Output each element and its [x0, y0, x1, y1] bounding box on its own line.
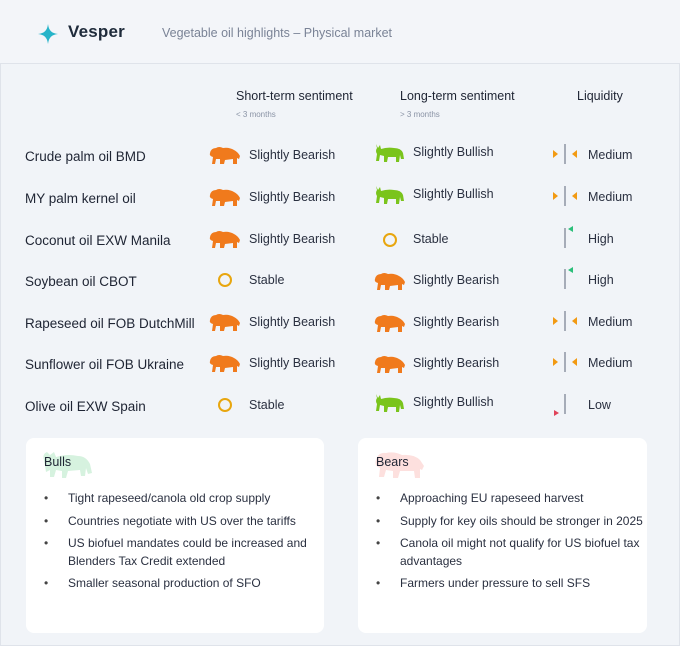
commodity-name: Soybean oil CBOT — [25, 274, 137, 289]
list-item: Smaller seasonal production of SFO — [44, 575, 314, 593]
page-subtitle: Vegetable oil highlights – Physical mark… — [162, 26, 392, 40]
long-stable-icon — [383, 233, 397, 247]
liquidity-value: Medium — [588, 190, 633, 204]
list-item: Supply for key oils should be stronger i… — [376, 513, 646, 531]
short-bear-icon — [209, 352, 241, 374]
table-row[interactable]: Coconut oil EXW Manila Slightly Bearish St… — [0, 217, 680, 259]
bull-badge-icon — [43, 452, 92, 478]
table-row[interactable]: Rapeseed oil FOB DutchMill Slightly Beari… — [0, 300, 680, 342]
list-item: Tight rapeseed/canola old crop supply — [44, 490, 314, 508]
list-item: Countries negotiate with US over the tar… — [44, 513, 314, 531]
liquidity-value: Medium — [588, 148, 633, 162]
long-bear-icon — [374, 270, 406, 292]
short-stable-icon — [218, 398, 232, 412]
long-bull-icon — [374, 392, 406, 414]
header: Vesper Vegetable oil highlights – Physic… — [0, 0, 680, 64]
bears-title: Bears — [376, 455, 409, 469]
liquidity-value: High — [588, 273, 614, 287]
commodity-name: Olive oil EXW Spain — [25, 399, 146, 414]
long-bear-icon — [374, 312, 406, 334]
liquidity-indicator-icon — [549, 226, 581, 250]
liquidity-indicator-icon — [549, 184, 581, 208]
list-item: Canola oil might not qualify for US biof… — [376, 535, 646, 570]
list-item: Approaching EU rapeseed harvest — [376, 490, 646, 508]
commodity-name: Sunflower oil FOB Ukraine — [25, 357, 185, 372]
table-row[interactable]: Sunflower oil FOB Ukraine Slightly Bearis… — [0, 341, 680, 383]
table-row[interactable]: Crude palm oil BMD Slightly Bearish Slight… — [0, 133, 680, 175]
long-term-value: Slightly Bullish — [413, 395, 494, 409]
long-term-value: Slightly Bullish — [413, 145, 494, 159]
table-row[interactable]: MY palm kernel oil Slightly Bearish Slight… — [0, 175, 680, 217]
bears-list: Approaching EU rapeseed harvest Supply f… — [376, 490, 646, 598]
long-bull-icon — [374, 142, 406, 164]
commodity-name: MY palm kernel oil — [25, 191, 136, 206]
list-item: Farmers under pressure to sell SFS — [376, 575, 646, 593]
liquidity-indicator-icon — [549, 392, 581, 416]
short-term-value: Slightly Bearish — [249, 315, 336, 329]
commodity-name: Coconut oil EXW Manila — [25, 233, 171, 248]
short-term-value: Slightly Bearish — [249, 232, 336, 246]
liquidity-indicator-icon — [549, 350, 581, 374]
bulls-card: Bulls Tight rapeseed/canola old crop sup… — [26, 438, 324, 633]
short-bear-icon — [209, 228, 241, 250]
bears-card: Bears Approaching EU rapeseed harvest Su… — [358, 438, 647, 633]
long-term-value: Slightly Bullish — [413, 187, 494, 201]
liquidity-value: Low — [588, 398, 611, 412]
bear-badge-icon — [375, 452, 424, 478]
short-term-value: Stable — [249, 398, 285, 412]
list-item: US biofuel mandates could be increased a… — [44, 535, 314, 570]
liquidity-value: High — [588, 232, 614, 246]
long-term-header: Long-term sentiment — [400, 89, 515, 103]
short-term-value: Slightly Bearish — [249, 148, 336, 162]
liquidity-value: Medium — [588, 315, 633, 329]
long-term-subheader: > 3 months — [400, 110, 440, 119]
liquidity-indicator-icon — [549, 267, 581, 291]
table-row[interactable]: Olive oil EXW Spain Stable Slightly Bullis… — [0, 383, 680, 425]
short-bear-icon — [209, 186, 241, 208]
commodity-name: Rapeseed oil FOB DutchMill — [25, 316, 195, 331]
short-bear-icon — [209, 311, 241, 333]
short-term-value: Slightly Bearish — [249, 356, 336, 370]
liquidity-indicator-icon — [549, 309, 581, 333]
short-term-value: Slightly Bearish — [249, 190, 336, 204]
liquidity-value: Medium — [588, 356, 633, 370]
long-bear-icon — [374, 353, 406, 375]
liquidity-indicator-icon — [549, 142, 581, 166]
long-term-value: Stable — [413, 232, 449, 246]
long-bull-icon — [374, 184, 406, 206]
short-term-value: Stable — [249, 273, 285, 287]
short-term-subheader: < 3 months — [236, 110, 276, 119]
brand-name[interactable]: Vesper — [68, 22, 125, 41]
short-stable-icon — [218, 273, 232, 287]
short-term-header: Short-term sentiment — [236, 89, 353, 103]
long-term-value: Slightly Bearish — [413, 315, 500, 329]
commodity-name: Crude palm oil BMD — [25, 149, 146, 164]
liquidity-header: Liquidity — [577, 89, 623, 103]
table-row[interactable]: Soybean oil CBOT Stable Slightly Bearish Hi… — [0, 258, 680, 300]
long-term-value: Slightly Bearish — [413, 356, 500, 370]
long-term-value: Slightly Bearish — [413, 273, 500, 287]
bulls-title: Bulls — [44, 455, 72, 469]
short-bear-icon — [209, 144, 241, 166]
bulls-list: Tight rapeseed/canola old crop supply Co… — [44, 490, 314, 598]
sparkle-logo-icon — [38, 24, 58, 44]
